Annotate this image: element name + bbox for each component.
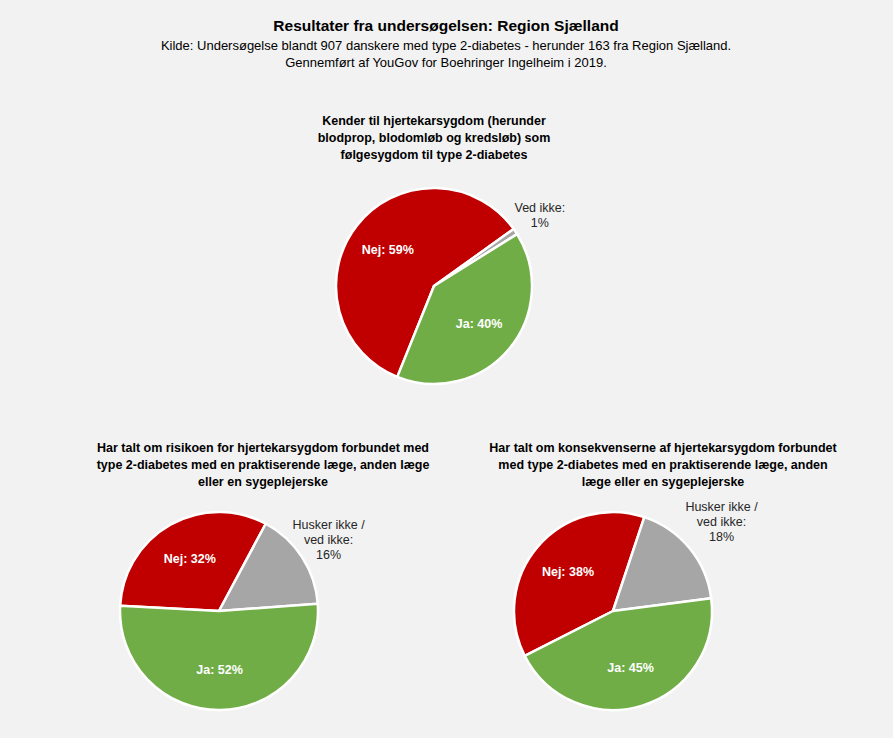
chart-title: Har talt om risikoen for hjertekarsygdom… xyxy=(97,441,430,489)
labels: Nej: 32% Husker ikke /ved ikke:16% Ja: 52% xyxy=(164,518,365,678)
data-label: Ja: 40% xyxy=(456,317,503,331)
page-subtitle: Kilde: Undersøgelse blandt 907 danskere … xyxy=(161,38,731,53)
chart-title: Kender til hjertekarsygdom (herunderblod… xyxy=(318,114,551,162)
data-label: Ja: 45% xyxy=(607,661,654,675)
pie-slice xyxy=(525,598,712,710)
pie-chart: Har talt om konsekvenserne af hjertekars… xyxy=(489,441,837,710)
pie-slice xyxy=(120,604,318,710)
page: Resultater fra undersøgelsen: Region Sjæ… xyxy=(0,0,893,738)
labels: Nej: 38% Husker ikke /ved ikke:18% Ja: 45% xyxy=(542,500,758,675)
slices xyxy=(514,512,712,710)
data-label: Husker ikke /ved ikke:18% xyxy=(685,500,758,544)
slices xyxy=(336,188,532,384)
page-subtitle: Gennemført af YouGov for Boehringer Inge… xyxy=(285,55,607,70)
labels: Nej: 59% Ved ikke:1% Ja: 40% xyxy=(362,201,565,331)
pie-slice xyxy=(397,234,532,384)
pie-chart: Har talt om risikoen for hjertekarsygdom… xyxy=(97,441,430,710)
data-label: Ja: 52% xyxy=(196,663,243,677)
chart-title: Har talt om konsekvenserne af hjertekars… xyxy=(489,441,837,489)
pie-slice xyxy=(613,517,711,611)
data-label: Nej: 59% xyxy=(362,243,414,257)
pie-chart: Kender til hjertekarsygdom (herunderblod… xyxy=(318,114,566,384)
data-label: Nej: 32% xyxy=(164,552,216,566)
page-title: Resultater fra undersøgelsen: Region Sjæ… xyxy=(273,17,618,34)
slices xyxy=(120,512,318,710)
data-label: Ved ikke:1% xyxy=(515,201,566,230)
pie-slice xyxy=(219,524,318,611)
data-label: Nej: 38% xyxy=(542,565,594,579)
data-label: Husker ikke /ved ikke:16% xyxy=(292,518,365,562)
